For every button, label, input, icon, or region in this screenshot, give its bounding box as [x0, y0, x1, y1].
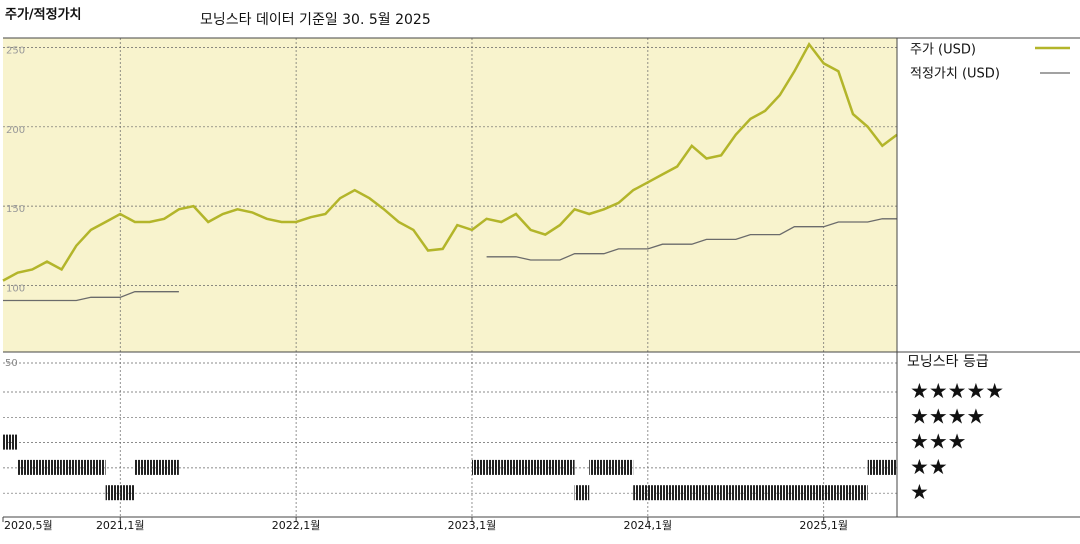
x-tick-label: 2020,5월: [4, 519, 53, 532]
rating-bar: [134, 459, 150, 475]
rating-bar: [46, 459, 62, 475]
rating-bar: [618, 459, 634, 475]
x-tick-label: 2021,1월: [96, 519, 145, 532]
rating-bar: [647, 485, 663, 501]
rating-bar: [662, 485, 678, 501]
y-tick-label: 250: [6, 46, 25, 57]
x-tick-label: 2022,1월: [272, 519, 321, 532]
rating-bar: [471, 459, 487, 475]
rating-bar: [838, 485, 854, 501]
rating-bar: [120, 485, 135, 501]
x-tick-label: 2024,1월: [624, 519, 673, 532]
legend-label: 적정가치 (USD): [910, 67, 1000, 82]
rating-label: ★★★★: [910, 404, 985, 428]
rating-label: ★★★★★: [910, 379, 1004, 403]
y-tick-label: 200: [6, 125, 25, 136]
rating-bar: [545, 459, 560, 475]
rating-bar: [501, 459, 516, 475]
series-line: [2, 42, 898, 282]
y-tick-label: 150: [6, 204, 25, 215]
plot-bg: [3, 38, 897, 352]
rating-bar: [706, 485, 722, 501]
rating-bar: [779, 485, 795, 501]
rating-label: ★★★: [910, 430, 966, 454]
rating-bar: [691, 485, 707, 501]
rating-bar: [603, 459, 619, 475]
rating-bar: [765, 485, 780, 501]
rating-axis-label: 50: [5, 358, 18, 369]
rating-bar: [149, 459, 165, 475]
rating-label: ★: [910, 480, 929, 504]
rating-bar: [3, 434, 18, 450]
rating-bar: [809, 485, 824, 501]
rating-bar: [735, 485, 751, 501]
rating-bar: [32, 459, 47, 475]
rating-title: 모닝스타 등급: [907, 354, 989, 370]
rating-bar: [90, 459, 106, 475]
x-tick-label: 2025,1월: [799, 519, 848, 532]
rating-bar: [867, 459, 883, 475]
rating-bar: [17, 459, 33, 475]
series-line: [3, 218, 897, 302]
rating-bar: [559, 459, 575, 475]
rating-bar: [105, 485, 121, 501]
rating-bar: [515, 459, 531, 475]
rating-bar: [530, 459, 546, 475]
rating-bar: [823, 485, 839, 501]
rating-bar: [589, 459, 604, 475]
rating-bar: [76, 459, 91, 475]
rating-bar: [574, 485, 590, 501]
legend-label: 주가 (USD): [910, 43, 976, 58]
rating-bar: [882, 459, 897, 475]
rating-label: ★★: [910, 455, 948, 479]
rating-bar: [61, 459, 77, 475]
rating-bar: [750, 485, 766, 501]
x-tick-label: 2023,1월: [448, 519, 497, 532]
rating-bar: [677, 485, 692, 501]
chart-subtitle: 모닝스타 데이터 기준일 30. 5월 2025: [200, 12, 431, 28]
rating-bar: [853, 485, 868, 501]
rating-bar: [633, 485, 648, 501]
y-tick-label: 100: [6, 283, 25, 294]
rating-bar: [164, 459, 179, 475]
rating-bar: [721, 485, 736, 501]
rating-bar: [486, 459, 502, 475]
chart-title: 주가/적정가치: [5, 7, 82, 23]
rating-bar: [794, 485, 810, 501]
